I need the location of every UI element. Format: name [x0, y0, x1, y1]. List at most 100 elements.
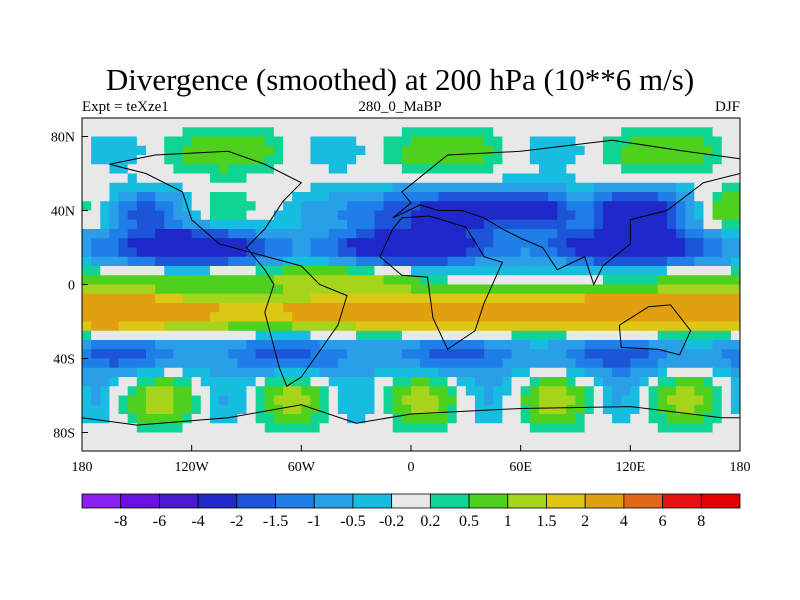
field-cell: [100, 330, 111, 341]
field-cell: [401, 377, 412, 387]
field-cell: [264, 312, 275, 323]
field-cell: [365, 155, 376, 165]
field-cell: [429, 182, 440, 193]
field-cell: [520, 330, 531, 341]
field-cell: [155, 192, 165, 202]
field-cell: [383, 423, 394, 434]
field-cell: [621, 266, 631, 276]
field-cell: [273, 219, 284, 230]
field-cell: [730, 377, 740, 387]
field-cell: [584, 284, 595, 295]
field-cell: [328, 182, 339, 193]
field-cell: [292, 404, 302, 415]
field-cell: [639, 136, 650, 147]
field-cell: [676, 247, 686, 258]
field-cell: [145, 349, 156, 360]
field-cell: [703, 164, 714, 175]
field-cell: [648, 284, 659, 295]
field-cell: [557, 395, 567, 406]
field-cell: [648, 275, 659, 286]
field-cell: [712, 423, 723, 434]
field-cell: [538, 266, 549, 276]
field-cell: [493, 256, 503, 267]
field-cell: [639, 423, 650, 434]
field-cell: [456, 275, 467, 286]
field-cell: [657, 441, 668, 451]
field-cell: [420, 229, 430, 239]
field-cell: [676, 127, 686, 138]
field-cell: [319, 173, 330, 184]
field-cell: [118, 275, 129, 286]
field-cell: [100, 192, 111, 202]
field-cell: [511, 321, 522, 332]
field-cell: [465, 441, 476, 451]
field-cell: [712, 414, 723, 424]
field-cell: [219, 367, 229, 378]
field-cell: [246, 256, 257, 267]
field-cell: [411, 201, 421, 212]
field-cell: [429, 118, 440, 128]
field-cell: [91, 284, 101, 295]
field-cell: [219, 414, 229, 424]
field-cell: [401, 340, 412, 350]
divergence-field: [82, 118, 740, 451]
field-cell: [136, 118, 147, 128]
field-cell: [392, 321, 403, 332]
field-cell: [255, 340, 266, 350]
field-cell: [484, 395, 494, 406]
field-cell: [420, 127, 430, 138]
field-cell: [493, 192, 503, 202]
field-cell: [136, 155, 147, 165]
field-cell: [255, 182, 266, 193]
field-cell: [730, 432, 740, 443]
field-cell: [666, 266, 677, 276]
field-cell: [182, 312, 193, 323]
field-cell: [347, 182, 357, 193]
field-cell: [429, 192, 440, 202]
field-cell: [621, 238, 631, 249]
field-cell: [319, 266, 330, 276]
field-cell: [502, 367, 513, 378]
field-cell: [383, 127, 394, 138]
field-cell: [301, 118, 312, 128]
field-cell: [657, 330, 668, 341]
field-cell: [575, 321, 586, 332]
field-cell: [374, 155, 385, 165]
field-cell: [474, 136, 485, 147]
field-cell: [584, 182, 595, 193]
field-cell: [283, 182, 293, 193]
field-cell: [511, 192, 522, 202]
field-cell: [703, 201, 714, 212]
field-cell: [209, 201, 220, 212]
field-cell: [383, 136, 394, 147]
field-cell: [237, 441, 248, 451]
field-cell: [557, 293, 567, 304]
field-cell: [264, 238, 275, 249]
field-cell: [548, 404, 558, 415]
field-cell: [438, 127, 449, 138]
field-cell: [292, 432, 302, 443]
field-cell: [612, 432, 622, 443]
field-cell: [584, 386, 595, 397]
field-cell: [200, 201, 211, 212]
field-cell: [356, 367, 366, 378]
field-cell: [82, 155, 92, 165]
field-cell: [136, 377, 147, 387]
field-cell: [602, 377, 613, 387]
field-cell: [548, 192, 558, 202]
field-cell: [82, 127, 92, 138]
field-cell: [648, 192, 659, 202]
field-cell: [356, 118, 366, 128]
field-cell: [712, 229, 723, 239]
field-cell: [529, 210, 540, 221]
field-cell: [429, 358, 440, 369]
field-cell: [584, 321, 595, 332]
field-cell: [612, 266, 622, 276]
field-cell: [694, 192, 705, 202]
field-cell: [200, 312, 211, 323]
field-cell: [237, 432, 248, 443]
field-cell: [82, 247, 92, 258]
field-cell: [639, 303, 650, 313]
field-cell: [676, 284, 686, 295]
field-cell: [118, 192, 129, 202]
